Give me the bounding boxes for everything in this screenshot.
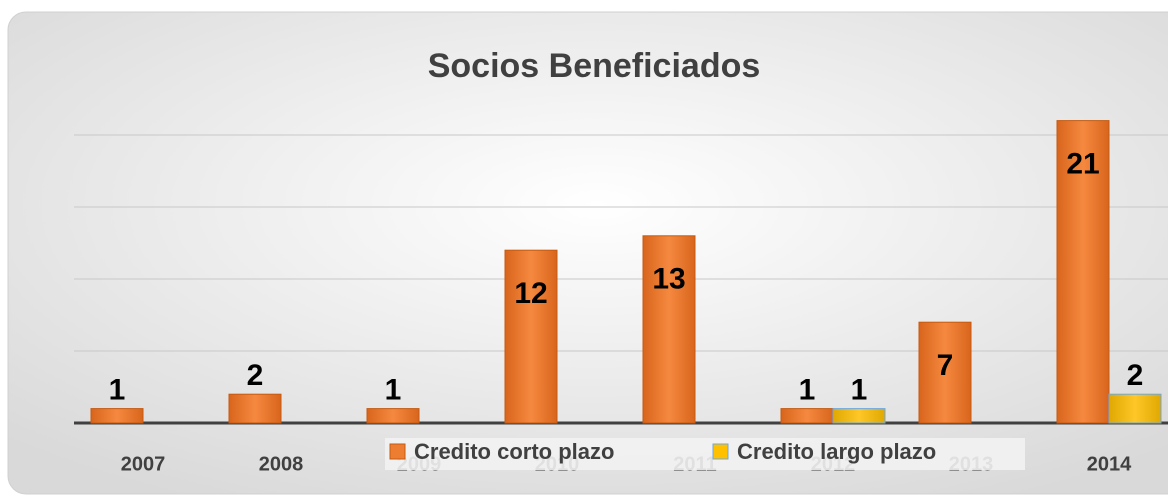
legend-swatch — [712, 443, 729, 460]
bar — [780, 408, 834, 424]
bar — [832, 408, 886, 424]
data-label: 21 — [1066, 148, 1099, 181]
legend-background — [385, 438, 1025, 470]
bar — [642, 235, 696, 424]
data-label: 7 — [937, 349, 954, 382]
bar — [504, 249, 558, 424]
data-label: 1 — [385, 374, 402, 407]
x-tick-label: 2008 — [259, 453, 304, 475]
data-label: 13 — [652, 263, 685, 296]
bar — [1056, 120, 1110, 424]
data-label: 2 — [1127, 359, 1144, 392]
bar — [228, 393, 282, 424]
data-label: 2 — [247, 359, 264, 392]
chart-background — [7, 11, 1168, 495]
bar — [90, 408, 144, 424]
legend: Credito corto plazo Credito largo plazo — [389, 439, 936, 464]
data-label: 1 — [109, 374, 126, 407]
legend-label: Credito corto plazo — [414, 439, 614, 464]
legend-label: Credito largo plazo — [737, 439, 936, 464]
legend-swatch — [389, 443, 406, 460]
data-label: 1 — [799, 374, 816, 407]
x-tick-label: 2007 — [121, 453, 166, 475]
chart-title: Socios Beneficiados — [428, 47, 761, 85]
bar — [1108, 393, 1162, 424]
data-label: 1 — [851, 374, 868, 407]
x-tick-label: 2014 — [1087, 453, 1132, 475]
bar — [366, 408, 420, 424]
bar — [918, 321, 972, 424]
data-label: 12 — [514, 277, 547, 310]
